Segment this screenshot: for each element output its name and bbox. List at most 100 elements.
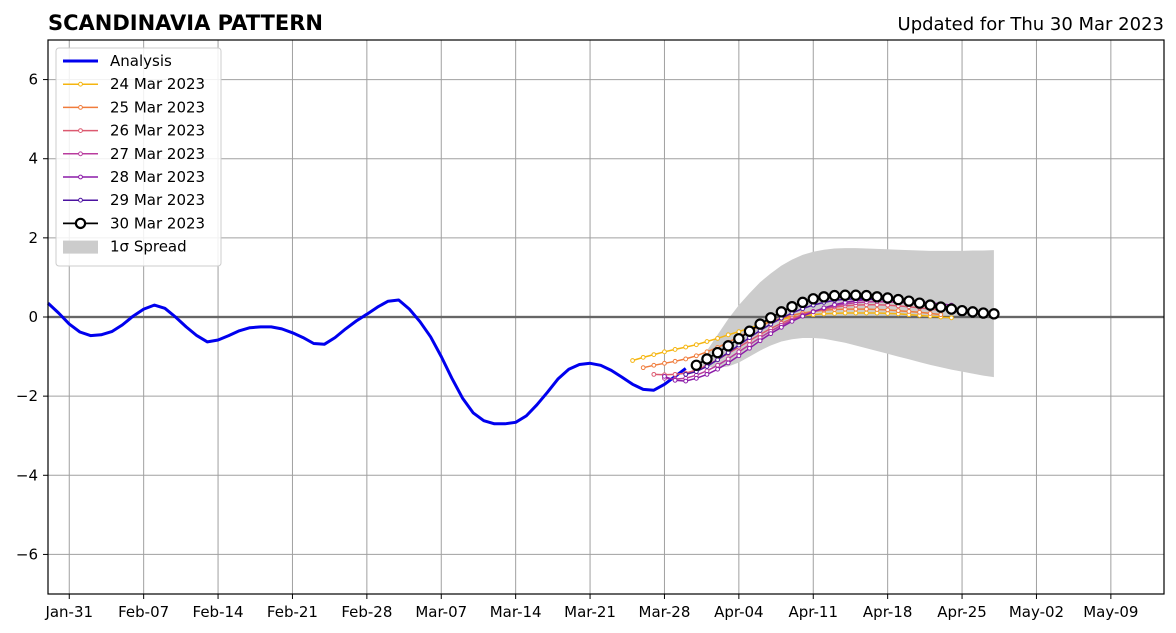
series-point <box>832 311 837 316</box>
series-point <box>743 325 756 337</box>
series-point <box>786 301 798 313</box>
x-tick-label: Feb-28 <box>341 603 392 621</box>
series-point <box>736 349 742 355</box>
x-tick-label: Feb-07 <box>118 603 169 621</box>
series-point <box>733 333 745 345</box>
series-point <box>662 360 667 366</box>
series-point <box>927 311 933 316</box>
legend-marker <box>78 105 83 110</box>
series-point <box>672 377 678 383</box>
series-point <box>693 342 699 348</box>
series-point <box>736 353 742 359</box>
legend-label: 28 Mar 2023 <box>110 168 205 186</box>
series-point <box>945 303 958 315</box>
series-point <box>892 293 904 306</box>
legend-marker <box>78 128 83 134</box>
series-point <box>913 297 926 309</box>
series-point <box>711 346 724 359</box>
y-tick-label: −2 <box>16 387 38 405</box>
series-point <box>789 318 795 324</box>
legend-marker <box>78 151 83 157</box>
y-tick-label: 0 <box>28 308 38 326</box>
series-point <box>807 293 819 305</box>
series-point <box>832 302 837 308</box>
series-point <box>796 296 809 309</box>
series-point <box>662 349 667 355</box>
series-point <box>672 371 678 377</box>
legend-entry: 25 Mar 2023 <box>63 98 205 116</box>
x-tick-label: Feb-14 <box>193 603 244 621</box>
series-point <box>949 315 954 321</box>
legend-marker <box>78 197 83 203</box>
series-analysis <box>46 298 687 426</box>
legend-marker <box>78 81 83 87</box>
series-point <box>988 308 1000 320</box>
series-point <box>736 329 742 335</box>
series-point <box>839 289 851 301</box>
series-lines <box>46 289 1000 426</box>
series-point <box>906 309 912 314</box>
series-point <box>850 289 862 301</box>
series-point <box>917 309 922 315</box>
series-point <box>885 307 891 313</box>
legend-label: 24 Mar 2023 <box>110 75 205 93</box>
series-point <box>683 356 689 362</box>
series-point <box>630 358 635 363</box>
legend-entry: 24 Mar 2023 <box>63 75 205 93</box>
series-point <box>715 366 720 372</box>
series-point <box>725 356 731 362</box>
legend-label: Analysis <box>110 52 172 70</box>
series-point <box>754 318 766 330</box>
y-tick-label: −6 <box>16 545 38 563</box>
y-tick-label: 2 <box>28 229 38 247</box>
legend-entry: 28 Mar 2023 <box>63 168 205 186</box>
series-point <box>938 312 944 318</box>
series-point <box>810 309 816 315</box>
legend-marker <box>78 174 83 180</box>
legend-marker <box>74 217 87 230</box>
chart-title: SCANDINAVIA PATTERN <box>48 11 323 35</box>
series-point <box>651 352 657 357</box>
x-tick-label: May-09 <box>1083 603 1138 621</box>
series-point <box>828 289 841 302</box>
x-tick-label: Apr-04 <box>714 603 764 621</box>
chart-subtitle: Updated for Thu 30 Mar 2023 <box>898 14 1164 35</box>
legend-label: 27 Mar 2023 <box>110 145 205 163</box>
y-tick-label: −4 <box>16 466 38 484</box>
series-line <box>46 298 687 426</box>
series-point <box>860 289 873 302</box>
series-point <box>747 345 752 351</box>
series-point <box>924 299 936 311</box>
series-point <box>715 362 720 368</box>
series-point <box>725 360 731 366</box>
series-point <box>715 335 720 341</box>
series-line <box>653 303 941 376</box>
legend-entry: 1σ Spread <box>63 238 187 256</box>
series-point <box>956 304 968 317</box>
y-tick-label: 6 <box>28 71 38 89</box>
series-point <box>693 353 699 359</box>
series-point <box>977 307 990 319</box>
series-point <box>704 364 710 369</box>
x-tick-label: Apr-25 <box>937 603 987 621</box>
legend-entry: 30 Mar 2023 <box>63 214 205 232</box>
x-tick-label: Apr-11 <box>789 603 839 621</box>
series-point <box>704 349 710 355</box>
legend-label: 29 Mar 2023 <box>110 191 205 209</box>
series-point <box>775 306 788 318</box>
series-point <box>864 310 869 316</box>
series-point <box>722 340 734 352</box>
series-point <box>693 375 699 381</box>
series-point <box>778 324 784 330</box>
series-point <box>701 353 713 365</box>
series-point <box>672 347 678 352</box>
series-point <box>651 362 657 368</box>
series-point <box>757 338 763 344</box>
series-point <box>725 332 731 338</box>
legend-entry: Analysis <box>63 52 172 70</box>
axes: −6 −4 −2 0 2 4 6 Jan-31 Feb-07 Feb-14 Feb-21 Feb-28… <box>16 39 1165 621</box>
series-point <box>895 308 901 314</box>
series-point <box>874 307 880 312</box>
x-tick-label: Mar-21 <box>564 603 616 621</box>
